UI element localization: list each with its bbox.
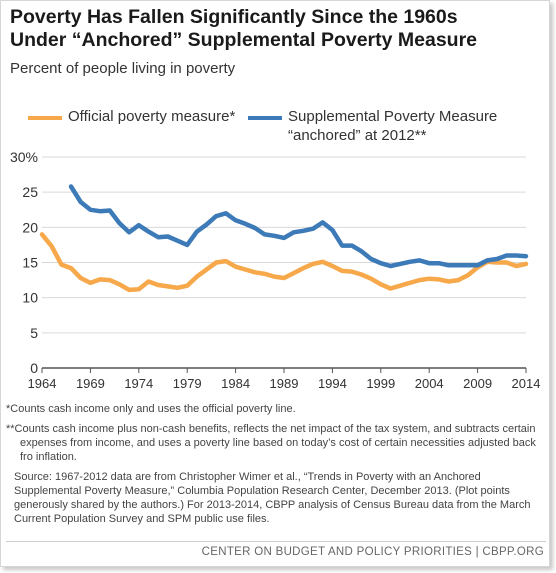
- x-tick-label-1989: 1989: [270, 376, 299, 391]
- y-tick-label-10: 10: [22, 290, 38, 306]
- x-tick-label-1969: 1969: [76, 376, 105, 391]
- note-source: Source: 1967-2012 data are from Christop…: [14, 471, 531, 525]
- y-tick-label-5: 5: [30, 325, 38, 341]
- chart-title-line2: Under “Anchored” Supplemental Poverty Me…: [10, 29, 478, 51]
- x-tick-label-1964: 1964: [28, 376, 57, 391]
- footer-divider: [6, 541, 546, 542]
- x-tick-label-1984: 1984: [221, 376, 250, 391]
- grid-lines: [42, 156, 526, 334]
- footer-organization: CENTER ON BUDGET AND POLICY PRIORITIES |…: [201, 546, 544, 558]
- chart-title-line1: Poverty Has Fallen Significantly Since t…: [10, 6, 458, 28]
- x-tick-label-1994: 1994: [318, 376, 347, 391]
- footnotes: *Counts cash income only and uses the of…: [6, 402, 544, 532]
- x-axis-tick-labels: 1964 1969 1974 1979 1984 1989 1994 1999 2004 2009…: [28, 376, 541, 391]
- x-tick-label-1974: 1974: [124, 376, 153, 391]
- y-tick-label-25: 25: [22, 184, 38, 200]
- x-tick-label-2014: 2014: [512, 376, 541, 391]
- x-tick-label-1999: 1999: [366, 376, 395, 391]
- chart-subtitle: Percent of people living in poverty: [10, 60, 236, 77]
- series-line-official: [39, 232, 529, 293]
- series-line-spm: [68, 184, 529, 269]
- y-tick-label-0: 0: [30, 360, 38, 376]
- x-tick-label-2009: 2009: [463, 376, 492, 391]
- y-axis-tick-labels: 0 5 10 15 20 25 30%: [10, 149, 38, 376]
- series-lines: [39, 184, 529, 293]
- y-tick-label-30: 30%: [10, 149, 38, 165]
- y-tick-label-15: 15: [22, 255, 38, 271]
- note-official: *Counts cash income only and uses the of…: [6, 403, 296, 415]
- chart-title: Poverty Has Fallen Significantly Since t…: [10, 6, 540, 52]
- x-axis: [41, 367, 527, 373]
- x-tick-label-2004: 2004: [415, 376, 444, 391]
- y-tick-label-20: 20: [22, 219, 38, 235]
- note-spm: **Counts cash income plus non-cash benef…: [6, 423, 536, 463]
- x-tick-label-1979: 1979: [173, 376, 202, 391]
